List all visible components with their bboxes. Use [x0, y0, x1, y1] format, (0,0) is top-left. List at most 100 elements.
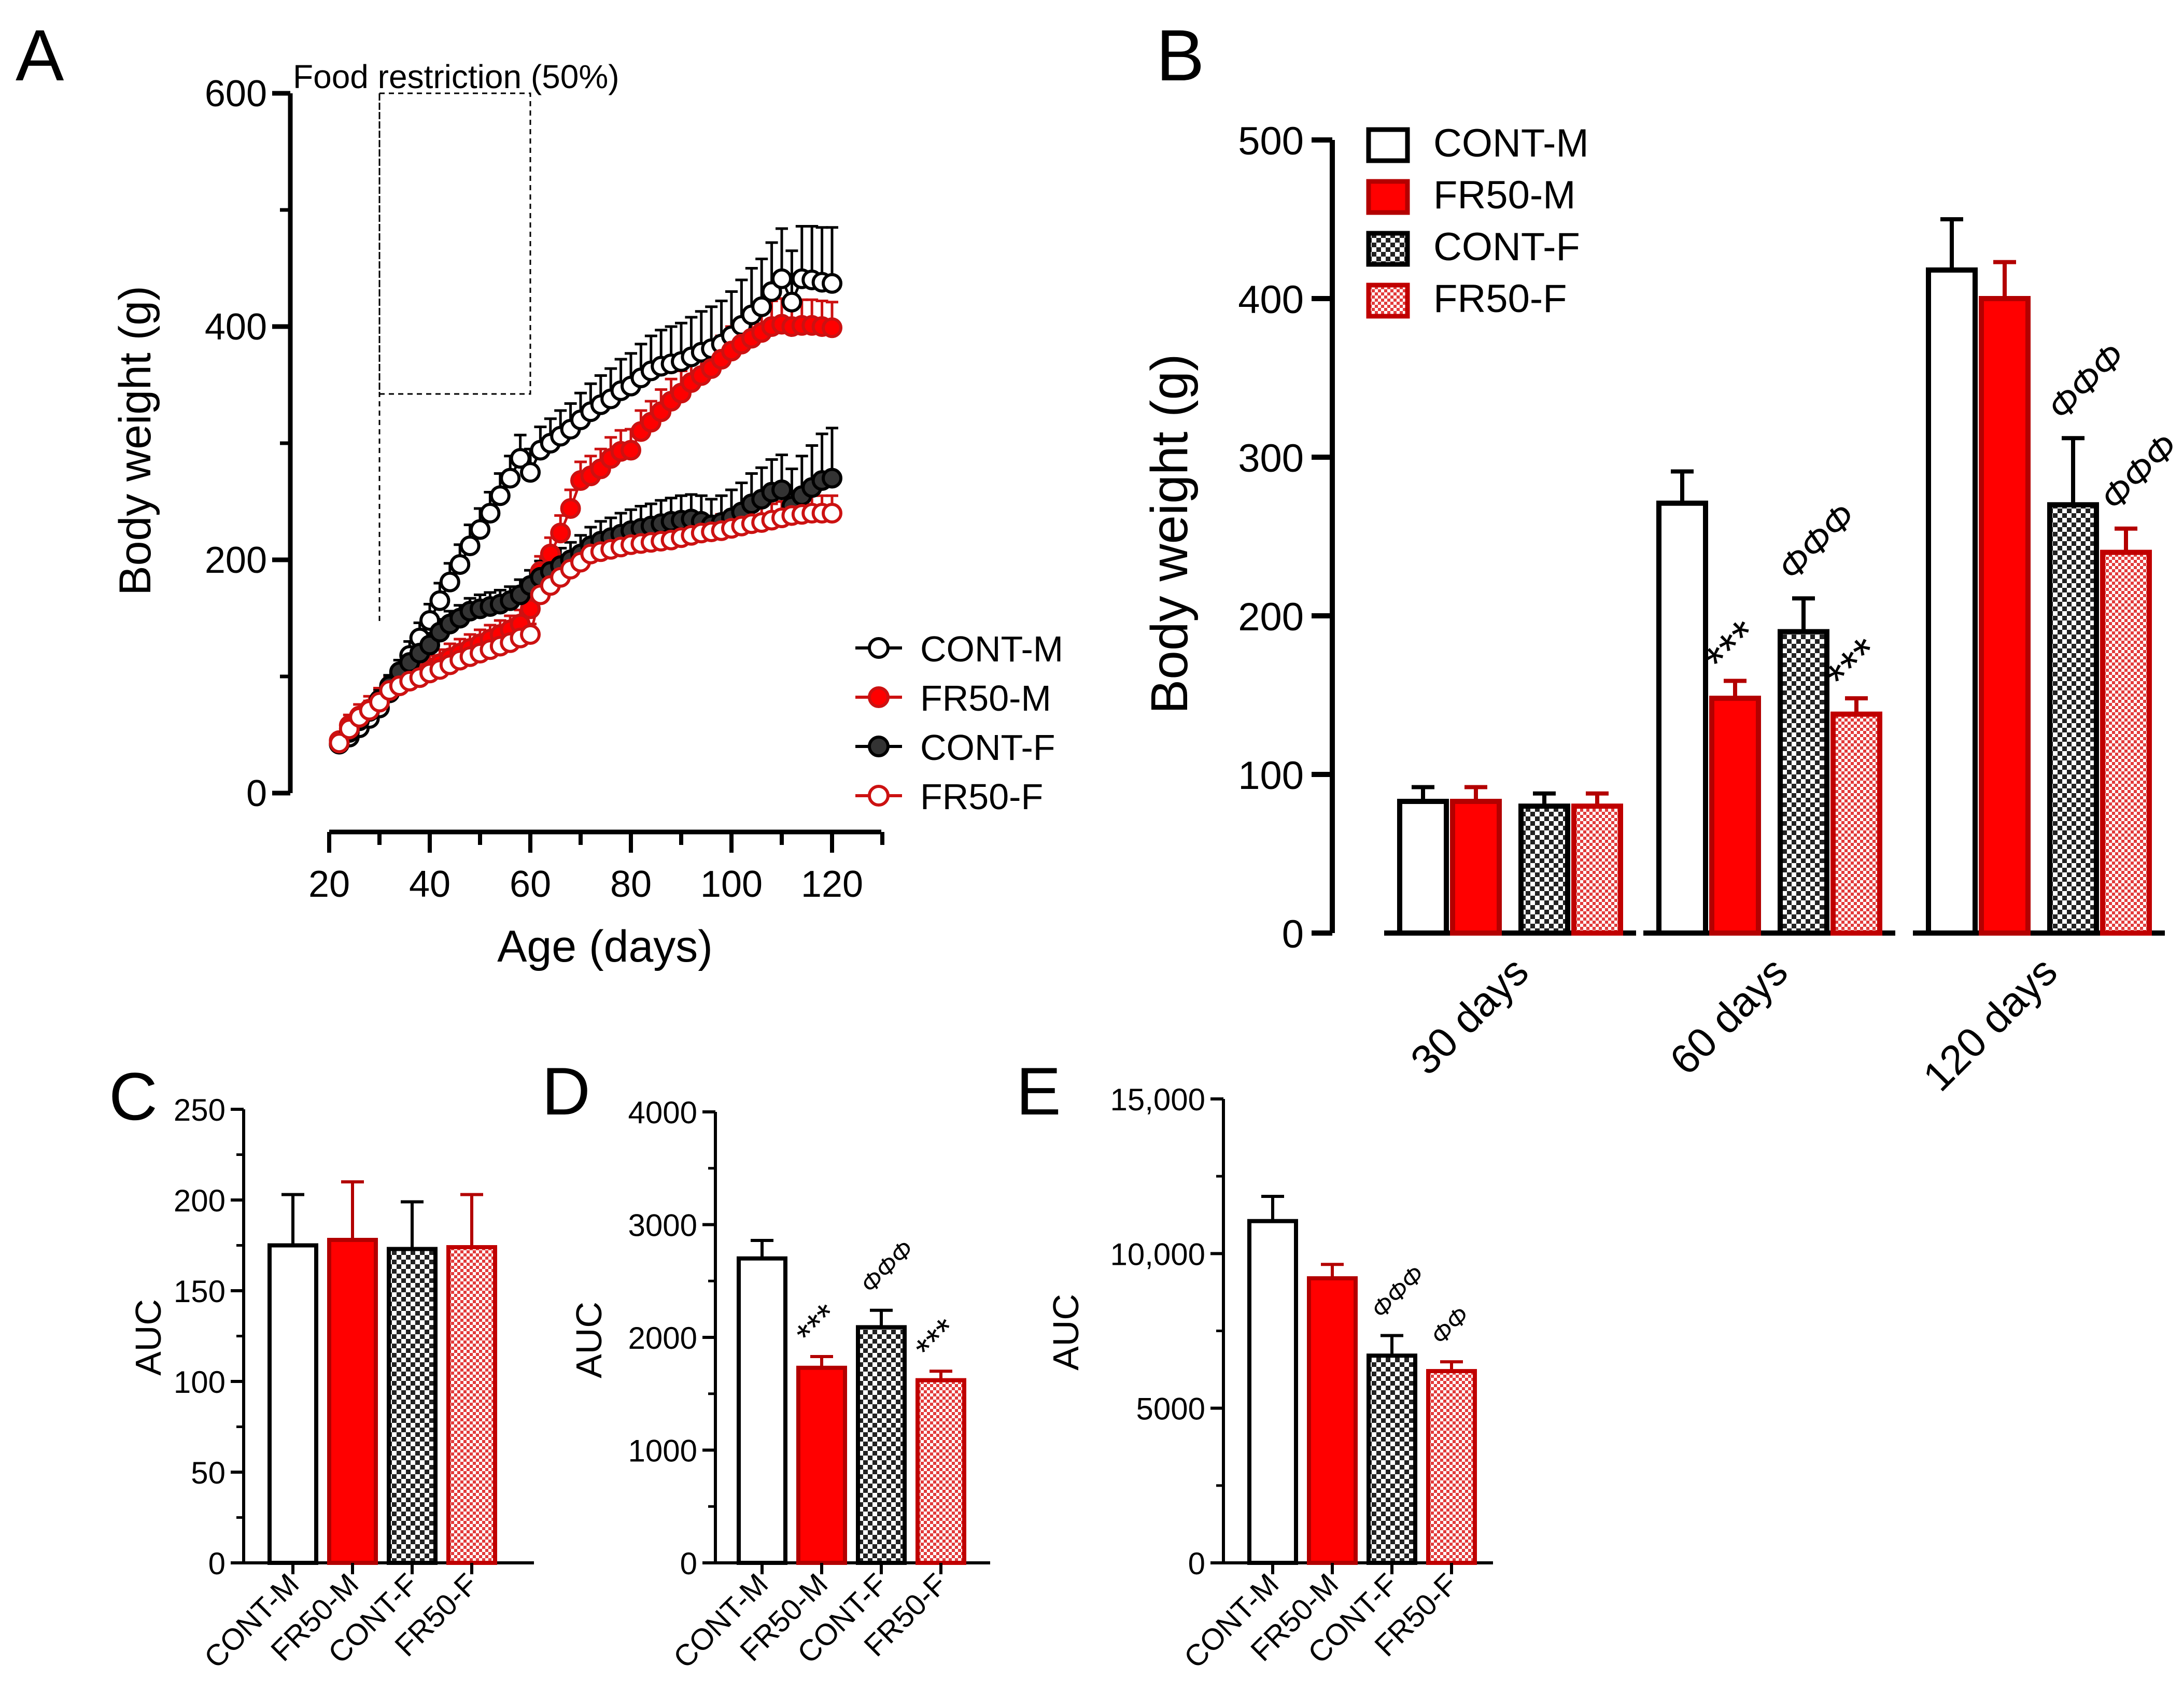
legend-label-cont-m: CONT-M [920, 629, 1063, 669]
panel-b-y-tick-label: 200 [1238, 595, 1304, 639]
data-point [822, 468, 842, 489]
panel-b-y-tick-label: 400 [1238, 278, 1304, 322]
data-point [520, 462, 541, 483]
points-cont-f [329, 468, 842, 755]
bar-60-days-fr50-m [1709, 696, 1761, 936]
panel-a-y-ticks: 0 200 400 600 [205, 73, 290, 814]
bar-fr50-m [1307, 1276, 1358, 1565]
bar-120-days-fr50-f [2100, 549, 2152, 936]
legend-label-fr50-f: FR50-F [1433, 277, 1567, 321]
panel-a-line-chart: 0 200 400 600 20 40 60 80 100 120 Food restricti… [110, 58, 1063, 971]
panel-a-x-tick-label: 60 [510, 864, 551, 905]
panel-a-legend: CONT-M FR50-M CONT-F FR50-F [855, 629, 1063, 817]
y-tick-label: 1000 [628, 1434, 697, 1469]
bar-30-days-cont-f [1518, 803, 1570, 936]
panel-b-y-label: Body weight (g) [1140, 354, 1199, 714]
panel-a-x-ticks: 20 40 60 80 100 120 [308, 832, 884, 905]
data-point [520, 598, 541, 619]
y-tick-label: 200 [174, 1183, 226, 1218]
legend-label-cont-f: CONT-F [920, 727, 1055, 768]
panel-b-y-ticks: 0 100 200 300 400 500 [1238, 119, 1332, 956]
phi-significance: ΦΦΦ [855, 1235, 919, 1299]
panel-b-category-label: 30 days [1402, 948, 1537, 1083]
panel-a-y-tick-label: 400 [205, 306, 267, 348]
y-tick-label: 0 [1188, 1546, 1205, 1581]
phi-significance: ΦΦΦ [2092, 426, 2183, 518]
panel-c-bar-chart: 050100150200250CONT-MFR50-MCONT-FFR50-F … [128, 1093, 534, 1675]
data-point [550, 523, 571, 544]
panel-c-y-label: AUC [128, 1299, 168, 1376]
y-tick-label: 5000 [1136, 1392, 1205, 1427]
bar-fr50-f [916, 1378, 966, 1565]
bar-30-days-fr50-f [1571, 803, 1623, 936]
panel-a-y-label: Body weight (g) [110, 286, 160, 596]
bar-cont-m [1247, 1219, 1298, 1565]
bar-cont-m [737, 1256, 787, 1565]
data-point [470, 519, 490, 540]
panel-b-legend: CONT-M FR50-M CONT-F FR50-F [1366, 121, 1589, 321]
phi-significance: ΦΦ [1426, 1302, 1474, 1350]
legend-marker-cont-f [868, 736, 890, 757]
y-tick-label: 0 [208, 1546, 226, 1581]
y-tick-label: 15,000 [1110, 1082, 1205, 1117]
y-tick-label: 50 [191, 1456, 226, 1490]
panel-e-axes: 0500010,00015,000CONT-MFR50-MCONT-FΦΦΦFR… [1110, 1082, 1493, 1675]
data-point [621, 440, 641, 461]
panel-d-bar-chart: 01000200030004000CONT-MFR50-M***CONT-FΦΦ… [569, 1095, 990, 1675]
data-point [822, 503, 842, 524]
y-tick-label: 0 [680, 1546, 697, 1581]
panel-b-category-label: 120 days [1914, 948, 2066, 1100]
bar-cont-f [1367, 1353, 1417, 1565]
panel-b-y-tick-label: 500 [1238, 119, 1304, 163]
y-tick-label: 100 [174, 1365, 226, 1400]
data-point [520, 624, 541, 645]
bar-30-days-cont-m [1397, 799, 1449, 936]
restriction-label: Food restriction (50%) [293, 58, 619, 95]
data-point [429, 590, 450, 611]
panel-e-y-label: AUC [1046, 1294, 1086, 1371]
data-point [560, 498, 581, 519]
y-tick-label: 3000 [628, 1208, 697, 1243]
y-tick-label: 250 [174, 1093, 226, 1127]
y-tick-label: 150 [174, 1274, 226, 1309]
panel-b-y-tick-label: 300 [1238, 436, 1304, 481]
panel-b-y-tick-label: 100 [1238, 754, 1304, 798]
panel-b-category-label: 60 days [1661, 948, 1796, 1083]
legend-marker-fr50-f [868, 785, 890, 807]
data-point [449, 554, 471, 575]
bar-30-days-fr50-m [1450, 799, 1502, 936]
data-point [781, 291, 802, 313]
bar-120-days-cont-f [2047, 502, 2099, 936]
points-fr50-f [329, 503, 842, 754]
y-tick-label: 2000 [628, 1321, 697, 1356]
panel-a-y-tick-label: 600 [205, 73, 267, 115]
data-point [510, 448, 531, 469]
data-point [480, 503, 501, 524]
panel-b-bar-chart: 0 100 200 300 400 500 Body weight (g) 30 days… [1140, 119, 2183, 1100]
data-point [459, 535, 481, 556]
legend-swatch-cont-f [1366, 231, 1410, 267]
panel-a-series [329, 225, 842, 755]
panel-d-y-label: AUC [569, 1302, 609, 1378]
panel-label-a: A [16, 15, 64, 96]
data-point [822, 317, 842, 338]
panel-label-c: C [109, 1058, 158, 1134]
bar-60-days-cont-f [1778, 629, 1829, 936]
panel-label-e: E [1016, 1053, 1061, 1129]
legend-label-fr50-m: FR50-M [920, 678, 1051, 718]
panel-a-y-tick-label: 0 [246, 773, 267, 814]
data-point [329, 732, 350, 754]
phi-significance: ΦΦΦ [1770, 496, 1863, 588]
legend-label-fr50-f: FR50-F [920, 777, 1043, 817]
legend-label-cont-m: CONT-M [1433, 121, 1589, 165]
legend-swatch-fr50-f [1366, 283, 1410, 319]
phi-significance: ΦΦΦ [1366, 1261, 1430, 1324]
panel-a-x-tick-label: 80 [610, 864, 652, 905]
bar-60-days-cont-m [1656, 500, 1708, 936]
restriction-window [378, 92, 531, 395]
legend-label-fr50-m: FR50-M [1433, 173, 1575, 217]
data-point [771, 268, 792, 289]
panel-label-b: B [1156, 15, 1204, 96]
